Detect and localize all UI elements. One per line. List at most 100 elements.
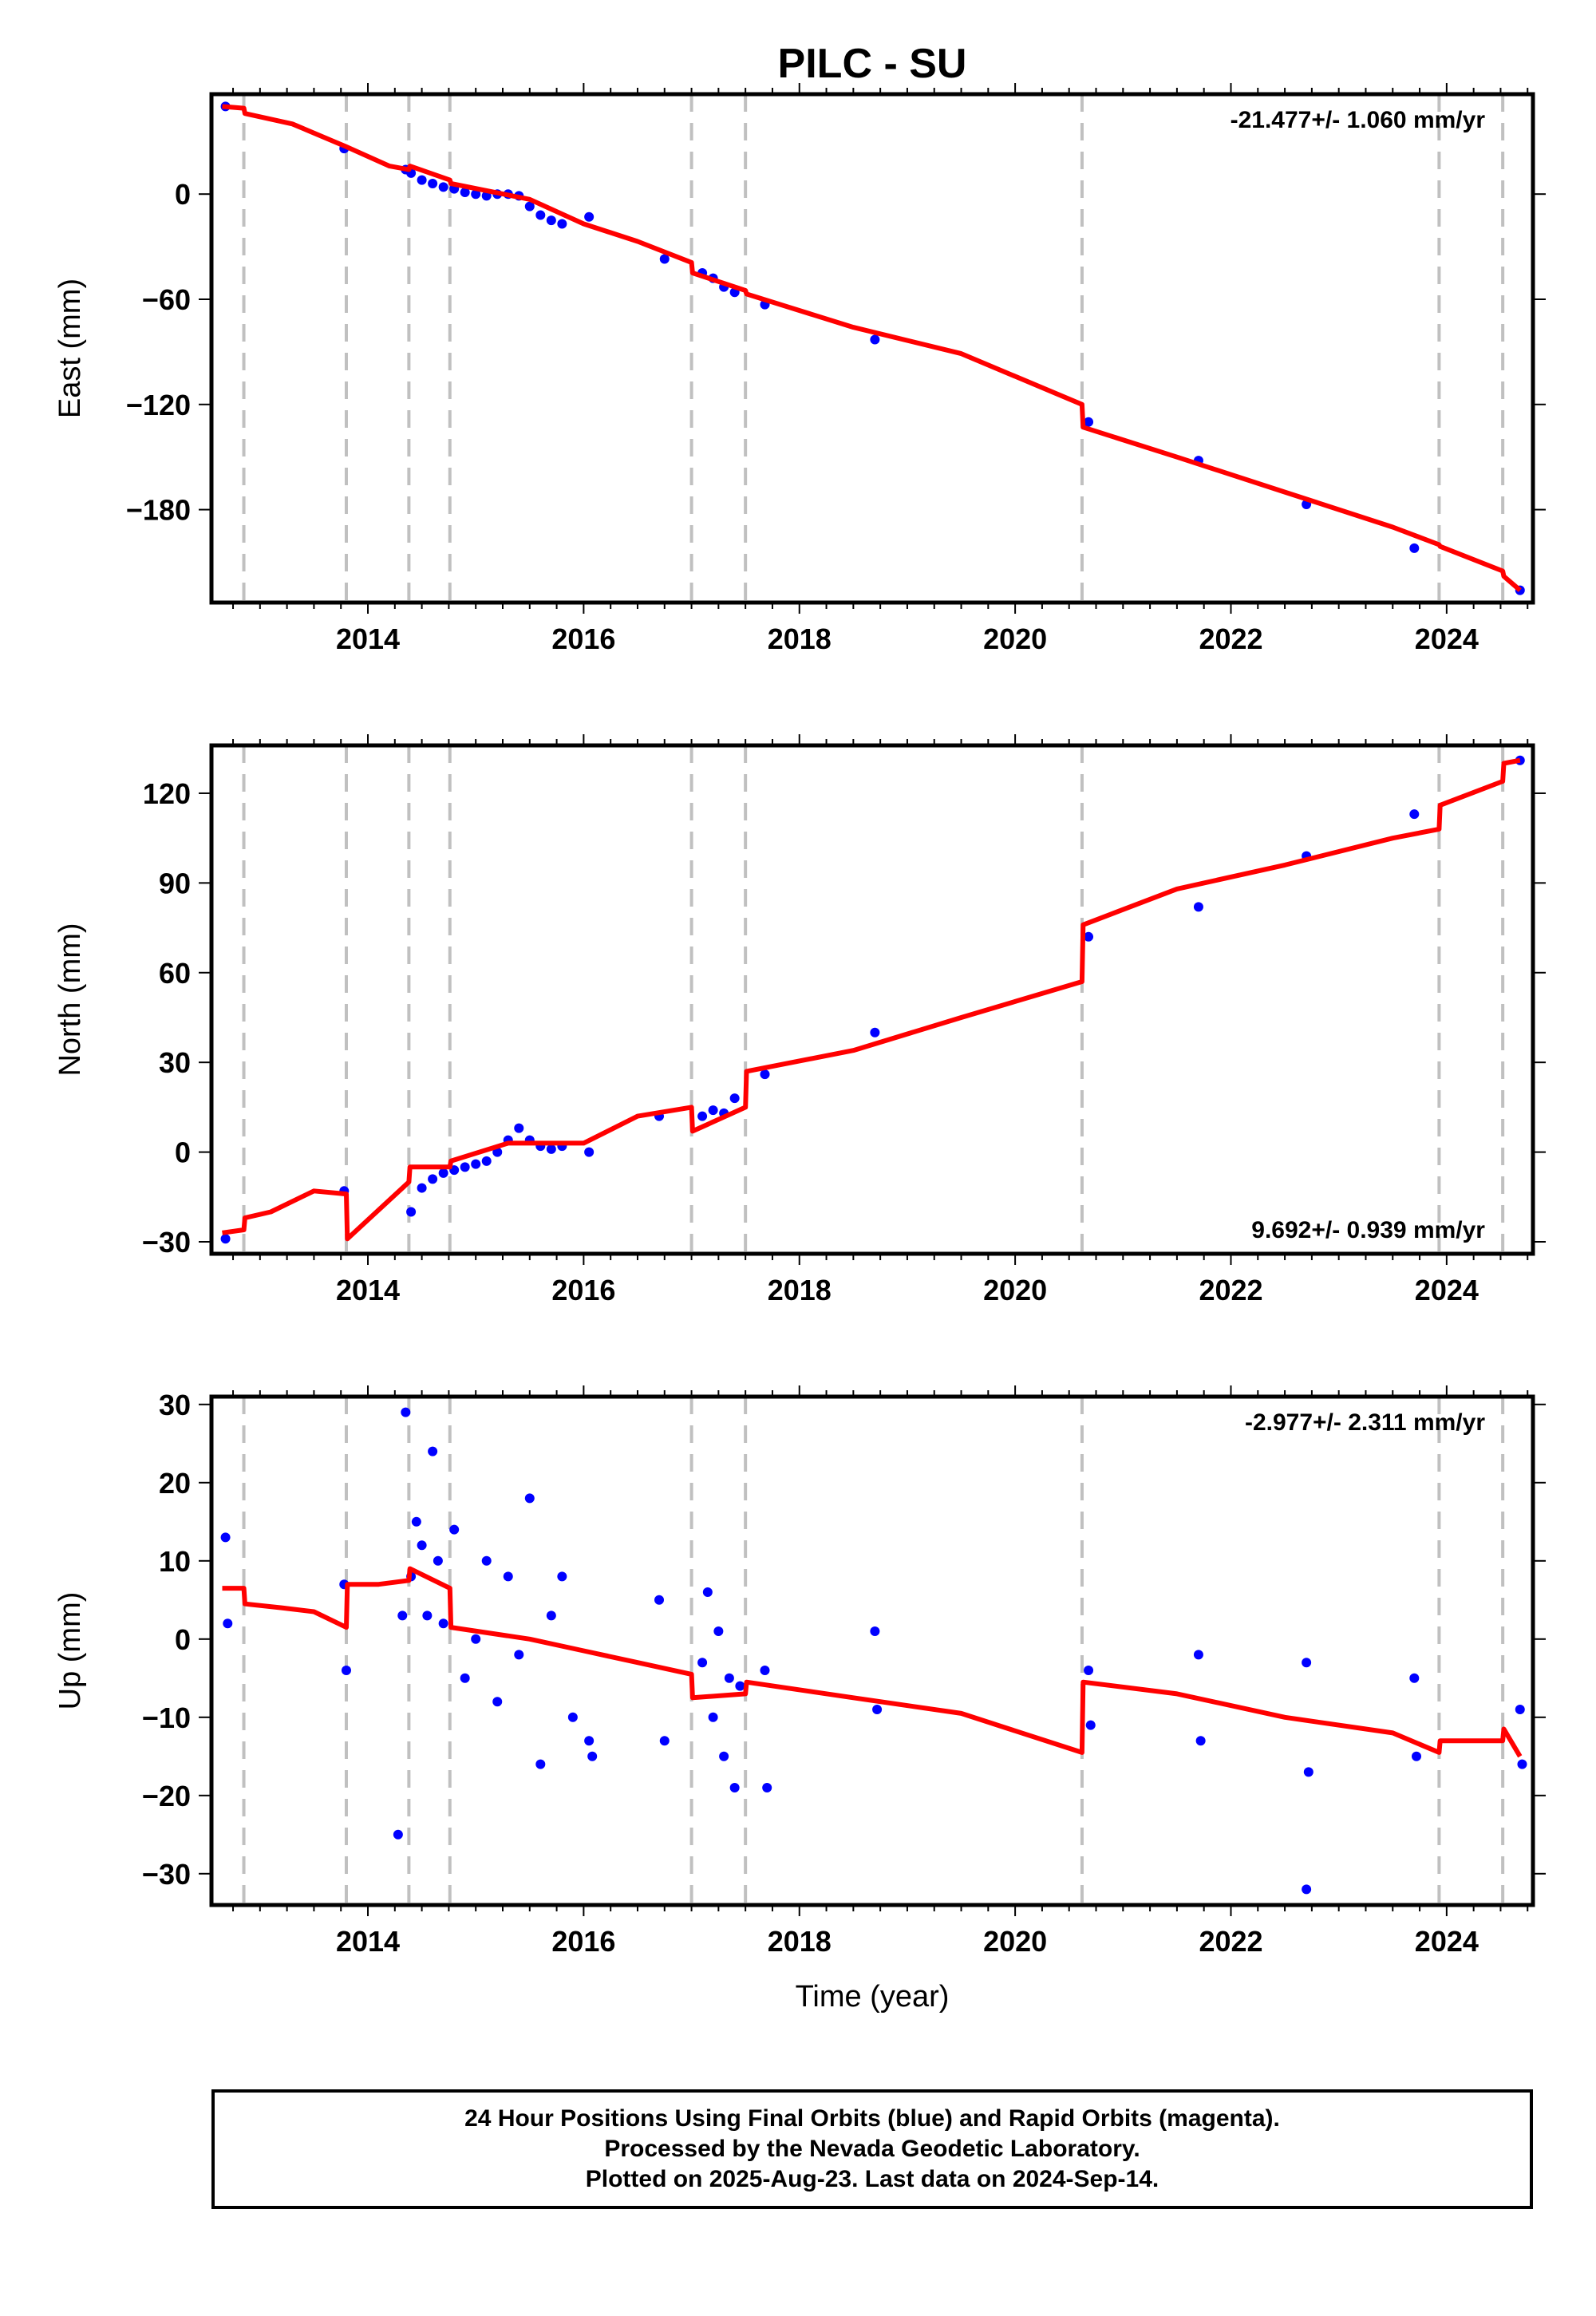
figure-title: PILC - SU <box>778 41 967 87</box>
plot-frame <box>209 743 1535 1256</box>
data-point <box>719 1751 729 1761</box>
x-tick-label: 2016 <box>551 1925 615 1958</box>
x-tick-label: 2022 <box>1199 1925 1262 1958</box>
y-axis-label: East (mm) <box>53 279 87 418</box>
data-point <box>406 1207 417 1217</box>
data-point <box>1302 1658 1312 1668</box>
data-point <box>223 1618 233 1629</box>
data-point <box>729 1093 740 1104</box>
data-point <box>659 254 670 264</box>
data-point <box>514 1123 524 1133</box>
data-point <box>735 1681 745 1691</box>
y-tick-label: −180 <box>126 494 191 527</box>
model-line <box>222 1566 1523 1758</box>
data-point <box>393 1829 403 1840</box>
data-point <box>471 1159 481 1169</box>
data-point <box>524 201 535 211</box>
data-point <box>870 1027 880 1037</box>
data-point <box>460 1162 470 1172</box>
data-point <box>1517 1759 1527 1769</box>
y-tick-label: 30 <box>159 1046 191 1079</box>
processing-info-box: 24 Hour Positions Using Final Orbits (bl… <box>211 2089 1533 2209</box>
x-tick-label: 2014 <box>336 1274 400 1306</box>
velocity-label: 9.692+/- 0.939 mm/yr <box>1251 1217 1485 1243</box>
y-tick-label: −60 <box>142 283 191 316</box>
data-point <box>760 1666 770 1675</box>
north-panel: 2014 2016 2018 2020 2022 2024 120 90 60 30 0 −30 Nor… <box>53 734 1546 1306</box>
data-point <box>449 1524 460 1535</box>
x-tick-label: 2020 <box>983 1925 1047 1958</box>
data-point <box>535 210 546 220</box>
x-tick-label: 2018 <box>768 1925 832 1958</box>
data-point <box>708 1712 718 1722</box>
y-axis-label: Up (mm) <box>53 1592 87 1710</box>
y-tick-label: −30 <box>142 1226 191 1259</box>
data-point <box>870 1626 880 1636</box>
data-point <box>1409 809 1420 820</box>
data-point <box>471 1634 481 1644</box>
footer-line-processor: Processed by the Nevada Geodetic Laborat… <box>604 2136 1140 2162</box>
footer-line-orbits: 24 Hour Positions Using Final Orbits (bl… <box>464 2105 1280 2132</box>
y-tick-label: 30 <box>159 1389 191 1421</box>
y-tick-label: 60 <box>159 957 191 990</box>
y-tick-label: −120 <box>126 389 191 421</box>
x-tick-label: 2018 <box>768 622 832 655</box>
data-point <box>1193 1650 1203 1660</box>
data-point <box>1409 543 1420 553</box>
data-point <box>220 1234 231 1244</box>
x-tick-label: 2020 <box>983 1274 1047 1306</box>
y-tick-label: 0 <box>175 178 191 211</box>
data-point <box>1515 1705 1525 1714</box>
data-point <box>417 1183 427 1193</box>
y-tick-label: 20 <box>159 1467 191 1500</box>
y-axis-label: North (mm) <box>53 923 87 1076</box>
data-point <box>401 1407 411 1417</box>
data-point <box>433 1555 443 1566</box>
data-point <box>708 1105 718 1116</box>
data-point <box>460 1673 470 1683</box>
data-point <box>397 1611 408 1621</box>
plot-frame <box>209 92 1535 605</box>
data-point <box>1195 1736 1206 1746</box>
x-tick-label: 2024 <box>1415 1925 1479 1958</box>
data-point <box>514 1650 524 1660</box>
data-point <box>654 1595 665 1605</box>
x-tick-label: 2018 <box>768 1274 832 1306</box>
data-point <box>1085 1720 1096 1730</box>
x-tick-label: 2014 <box>336 622 400 655</box>
model-line <box>222 757 1521 1242</box>
data-point <box>428 179 438 189</box>
y-tick-label: 90 <box>159 867 191 899</box>
data-point <box>557 1571 567 1582</box>
data-point <box>584 1736 595 1746</box>
data-point <box>438 1168 448 1178</box>
x-axis-label: Time (year) <box>796 1980 950 2014</box>
data-point <box>729 1783 740 1792</box>
data-point <box>546 215 556 226</box>
data-point <box>422 1611 433 1621</box>
x-tick-label: 2022 <box>1199 622 1262 655</box>
data-point <box>1193 902 1203 912</box>
data-point <box>870 334 880 345</box>
data-point <box>428 1174 438 1184</box>
y-tick-label: −30 <box>142 1858 191 1891</box>
data-point <box>492 1697 503 1707</box>
velocity-label: -2.977+/- 2.311 mm/yr <box>1245 1409 1485 1436</box>
data-point <box>584 211 595 222</box>
data-point <box>1412 1751 1422 1761</box>
y-tick-label: 120 <box>143 777 191 810</box>
x-tick-label: 2024 <box>1415 1274 1479 1306</box>
data-point <box>546 1144 556 1154</box>
data-point <box>428 1446 438 1456</box>
data-point <box>760 1069 770 1080</box>
model-line <box>222 104 1522 592</box>
y-tick-label: 10 <box>159 1545 191 1578</box>
data-point <box>417 175 427 185</box>
x-tick-label: 2024 <box>1415 622 1479 655</box>
data-point <box>411 1516 421 1527</box>
data-point <box>503 1571 513 1582</box>
x-tick-label: 2014 <box>336 1925 400 1958</box>
data-point <box>438 182 448 192</box>
y-tick-label: −10 <box>142 1701 191 1734</box>
data-point <box>697 1111 708 1121</box>
